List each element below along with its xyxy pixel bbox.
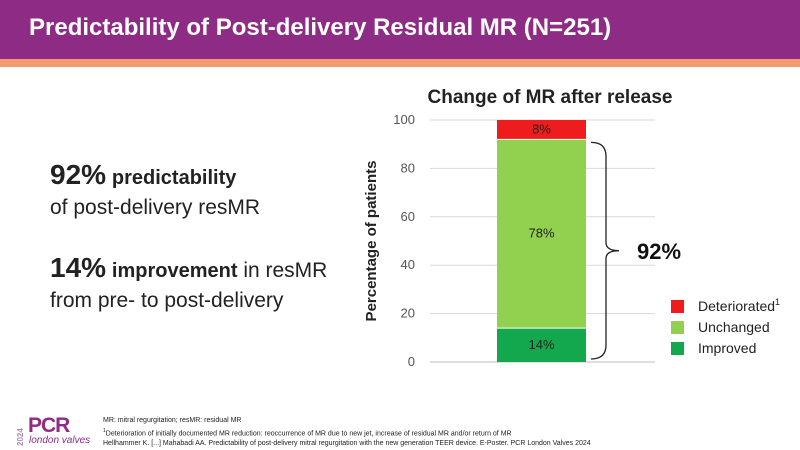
header-stripe [0, 59, 800, 67]
legend-label-text: Improved [698, 340, 756, 356]
stat-predictability: 92% predictability of post-delivery resM… [50, 160, 260, 222]
legend: Deteriorated1 Unchanged Improved [671, 297, 780, 356]
segment-label-deteriorated: 8% [532, 122, 551, 137]
segment-label-improved: 14% [528, 337, 554, 352]
legend-label-improved: Improved [698, 340, 756, 356]
legend-swatch-unchanged [671, 321, 684, 334]
stat-predictability-bold: predictability [111, 167, 237, 189]
logo-brand: PCR [28, 414, 70, 437]
segment-labels: 14% 78% 8% [528, 122, 554, 352]
bracket-label: 92% [637, 239, 681, 264]
page-title: Predictability of Post-delivery Residual… [29, 14, 612, 41]
y-tick-label: 0 [408, 354, 415, 369]
bar-segment-improved [497, 328, 586, 362]
stat-improvement-text2: from pre- to post-delivery [50, 289, 284, 312]
footer-footnote: 1Deterioration of initially documented M… [103, 426, 591, 439]
footer-notes: MR: mitral regurgitation; resMR: residua… [103, 416, 591, 449]
footer-reference: Hellhammer K. [...] Mahabadi AA. Predict… [103, 440, 591, 448]
footer-footnote-marker: 1 [103, 428, 106, 434]
stat-predictability-text: of post-delivery resMR [50, 196, 261, 219]
bar-segments [497, 120, 586, 362]
y-tick-label: 60 [401, 209, 415, 224]
pcr-london-valves-logo: 2024 PCR london valves [16, 414, 100, 448]
stat-improvement-text1: in resMR [237, 259, 328, 282]
chart-title: Change of MR after release [428, 87, 673, 108]
logo-year: 2024 [16, 428, 25, 446]
footer-abbreviations: MR: mitral regurgitation; resMR: residua… [103, 417, 242, 424]
y-tick-label: 40 [401, 257, 415, 272]
legend-swatch-improved [671, 342, 684, 355]
y-tick-label: 80 [401, 160, 415, 175]
header-bar [0, 0, 800, 59]
y-tick-label: 100 [393, 112, 415, 127]
stat-improvement: 14% improvement in resMR from pre- to po… [50, 253, 327, 315]
legend-label-text: Deteriorated [698, 298, 775, 314]
y-axis-label: Percentage of patients [363, 161, 380, 322]
logo-subtitle: london valves [29, 435, 91, 446]
legend-footnote-marker: 1 [775, 297, 780, 307]
segment-label-unchanged: 78% [528, 226, 554, 241]
legend-label-deteriorated: Deteriorated1 [698, 297, 780, 314]
y-tick-label: 20 [401, 306, 415, 321]
bar-segment-unchanged [497, 139, 586, 329]
y-tick-labels: 0 20 40 60 80 100 [393, 112, 415, 369]
legend-label-text: Unchanged [698, 319, 770, 335]
legend-swatch-deteriorated [671, 300, 684, 313]
stat-improvement-bold: improvement [111, 260, 238, 282]
stat-predictability-number: 92% [50, 159, 107, 190]
bar-segment-deteriorated [497, 120, 586, 140]
stat-improvement-number: 14% [50, 252, 107, 283]
legend-label-unchanged: Unchanged [698, 319, 770, 335]
bracket [590, 141, 620, 360]
footer-footnote-text: Deterioration of initially documented MR… [105, 430, 512, 438]
